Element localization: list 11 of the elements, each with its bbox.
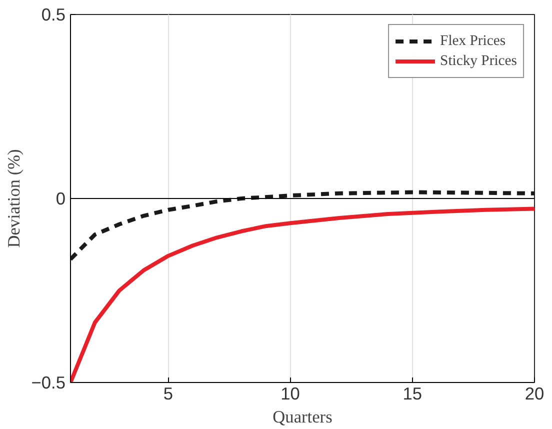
y-tick-label: 0 [56,188,66,208]
x-tick-label: 5 [163,384,174,404]
x-tick-label: 15 [402,384,422,404]
legend-label: Sticky Prices [440,52,517,70]
x-tick-label: 20 [524,384,544,404]
x-axis-title: Quarters [272,408,333,426]
y-axis-title: Deviation (%) [4,148,24,248]
x-tick-label: 10 [280,384,300,404]
y-tick-label: −0.5 [31,372,66,392]
y-tick-label: 0.5 [41,4,66,24]
legend-label: Flex Prices [440,32,506,50]
